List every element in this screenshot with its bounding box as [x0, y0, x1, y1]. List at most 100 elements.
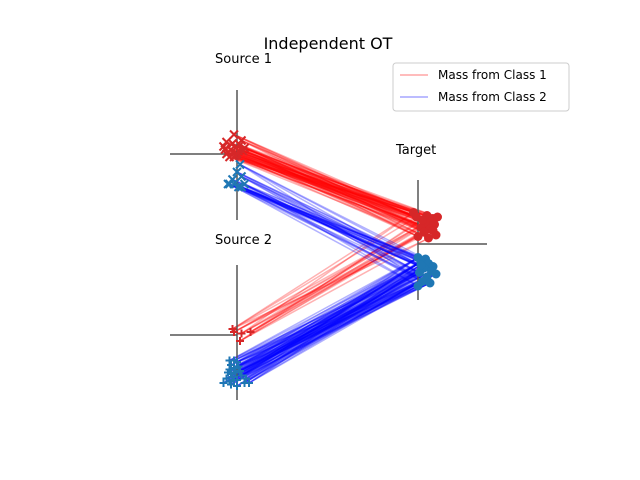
transport-line-source1-class1: [235, 154, 432, 223]
source2-class2-point: [242, 374, 250, 383]
source1-class2-point-stroke-b: [235, 159, 245, 170]
transport-line-source1-class1: [229, 156, 435, 226]
transport-line-source1-class1: [235, 147, 438, 218]
transport-line-source2-class1: [233, 228, 431, 333]
transport-line-source2-class1: [232, 234, 437, 330]
transport-line-source1-class2: [238, 186, 432, 272]
transport-line-source1-class2: [232, 178, 423, 283]
transport-line-source1-class1: [239, 144, 438, 218]
transport-line-source2-class2: [245, 256, 419, 380]
source1-class2-point-stroke-b: [233, 182, 244, 192]
transport-line-source2-class2: [233, 261, 422, 369]
transport-line-source2-class2: [245, 267, 425, 380]
transport-line-source1-class1: [232, 142, 419, 238]
source2-class1-point: [236, 337, 244, 345]
target-class1-point: [424, 233, 433, 243]
source1-class1-point-stroke-b: [221, 137, 232, 147]
transport-line-source2-class2: [245, 273, 437, 380]
transport-line-source1-class1: [235, 154, 434, 232]
transport-line-source1-class1: [233, 133, 437, 236]
transport-line-source2-class1: [239, 235, 419, 342]
transport-line-source1-class1: [244, 147, 434, 232]
transport-line-source1-class2: [229, 183, 419, 287]
source2-class1-point: [237, 329, 246, 338]
transport-line-source1-class2: [238, 186, 431, 284]
transport-line-source2-class2: [226, 270, 432, 380]
transport-line-source1-class2: [229, 183, 428, 278]
transport-line-source2-class1: [233, 229, 434, 333]
transport-line-source1-class2: [233, 183, 437, 275]
source1-class2-point-stroke-b: [229, 179, 239, 189]
transport-line-source1-class1: [232, 142, 428, 217]
transport-line-source1-class2: [241, 175, 431, 284]
transport-line-source2-class2: [229, 267, 425, 362]
transport-line-source1-class1: [223, 145, 431, 230]
transport-line-source1-class2: [244, 183, 428, 278]
source1-class1-point: [230, 150, 241, 161]
transport-line-source1-class1: [227, 151, 419, 238]
transport-line-source1-class1: [239, 144, 425, 233]
transport-line-source1-class1: [238, 150, 434, 232]
transport-line-source1-class1: [224, 148, 423, 221]
source1-class1-point-stroke-b: [229, 129, 239, 140]
transport-line-source2-class2: [230, 273, 437, 366]
transport-line-source2-class2: [236, 282, 431, 363]
transport-line-source2-class2: [236, 264, 422, 387]
transport-line-source1-class1: [238, 150, 423, 221]
transport-line-source1-class2: [236, 171, 429, 265]
transport-line-source2-class2: [233, 282, 431, 369]
transport-line-source2-class2: [233, 276, 428, 362]
transport-line-source1-class1: [226, 141, 434, 220]
transport-line-source2-class2: [248, 276, 428, 384]
transport-line-source1-class1: [232, 142, 435, 226]
source1-class2-point-stroke-b: [236, 182, 247, 192]
transport-line-source2-class2: [236, 282, 431, 381]
transport-line-source1-class1: [227, 151, 414, 214]
transport-line-source2-class2: [227, 282, 431, 374]
transport-line-source1-class2: [227, 183, 422, 263]
transport-line-source2-class2: [244, 276, 428, 384]
transport-line-source2-class2: [235, 280, 423, 374]
transport-line-source1-class2: [236, 171, 434, 268]
transport-line-source2-class2: [238, 276, 428, 368]
chart-title: Independent OT: [264, 34, 393, 53]
transport-line-source2-class1: [250, 220, 432, 333]
transport-line-source1-class1: [236, 153, 429, 239]
transport-line-source1-class1: [239, 144, 423, 221]
legend-frame: [392, 62, 570, 112]
transport-line-source1-class1: [226, 153, 426, 224]
transport-line-source1-class1: [230, 148, 419, 238]
transport-line-source2-class2: [236, 261, 422, 363]
transport-line-source1-class2: [241, 186, 419, 259]
transport-line-source2-class2: [236, 271, 420, 363]
transport-line-source1-class2: [239, 163, 426, 260]
transport-line-source1-class1: [223, 145, 432, 223]
point-markers: [218, 129, 442, 390]
transport-line-source2-class2: [236, 270, 432, 363]
source2-class1-point: [246, 328, 255, 336]
transport-line-source1-class2: [239, 163, 423, 283]
source1-class1-point-stroke-b: [238, 146, 248, 156]
transport-line-source1-class2: [238, 186, 426, 260]
transport-line-source2-class2: [230, 264, 422, 375]
transport-line-source2-class2: [230, 265, 434, 375]
transport-line-source1-class2: [229, 183, 422, 266]
transport-line-source2-class2: [239, 276, 428, 372]
target-class1-point: [433, 212, 442, 222]
transport-line-source2-class2: [227, 280, 423, 374]
transport-line-source1-class2: [244, 183, 420, 274]
source1-class1-point-stroke-b: [235, 140, 245, 150]
transport-line-source2-class2: [233, 270, 432, 369]
transport-line-source2-class2: [248, 271, 420, 384]
transport-line-source1-class1: [238, 150, 432, 223]
transport-line-source2-class1: [239, 237, 429, 342]
transport-line-source1-class2: [241, 186, 437, 275]
transport-line-source2-class1: [232, 216, 417, 330]
transport-line-source2-class2: [244, 264, 422, 384]
transport-line-source1-class1: [241, 139, 431, 230]
transport-line-source1-class1: [239, 144, 417, 218]
transport-line-source2-class2: [230, 256, 419, 366]
transport-line-source1-class1: [236, 153, 422, 229]
transport-line-source1-class2: [241, 186, 434, 268]
